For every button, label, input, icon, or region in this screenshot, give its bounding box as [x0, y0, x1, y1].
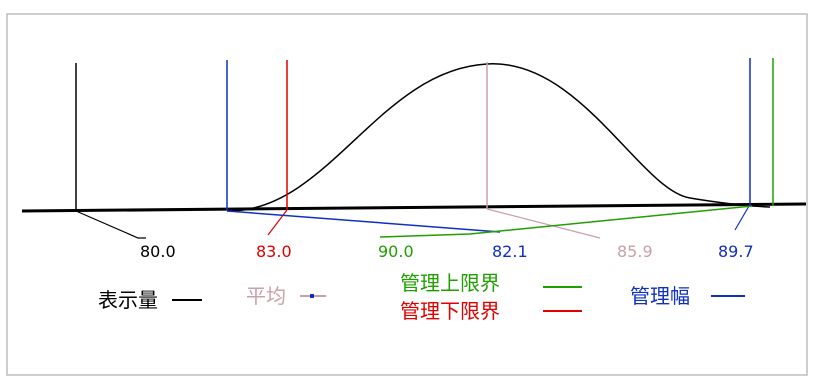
average-leader [486, 208, 601, 239]
legend-display-label: 表示量 [98, 288, 158, 312]
control-width-right-leader [734, 205, 750, 231]
label-897: 89.7 [718, 242, 754, 261]
legend-lower-label: 管理下限界 [400, 299, 500, 323]
label-90: 90.0 [378, 242, 414, 261]
legend-width-label: 管理幅 [630, 284, 690, 308]
distribution-curve [231, 63, 771, 212]
legend-average-label: 平均 [246, 284, 286, 308]
label-83: 83.0 [256, 242, 292, 261]
legend: 表示量 平均 管理上限界 管理下限界 管理幅 [98, 271, 745, 323]
label-80: 80.0 [140, 242, 176, 261]
upper-limit-connector [379, 205, 753, 238]
label-859: 85.9 [617, 242, 653, 261]
baseline-axis [21, 202, 807, 213]
legend-upper-label: 管理上限界 [400, 271, 500, 295]
control-width-connector [226, 210, 501, 233]
label-821: 82.1 [492, 242, 528, 261]
lower-limit-leader [267, 209, 288, 236]
diagram-frame [6, 13, 808, 376]
display-amount-leader [75, 210, 146, 239]
legend-average-marker [310, 294, 314, 298]
